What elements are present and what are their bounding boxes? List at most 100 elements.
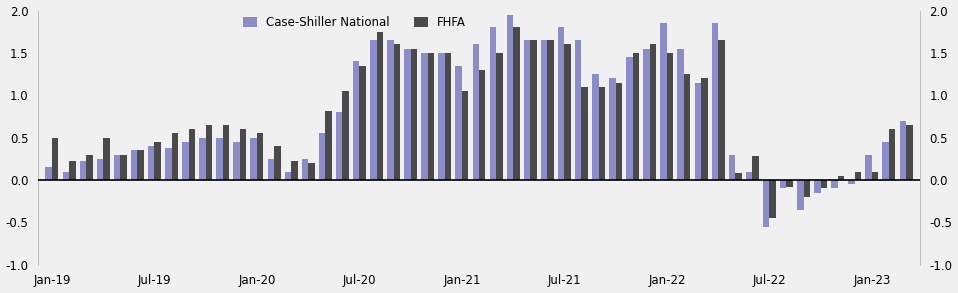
Bar <box>496 53 503 180</box>
Bar <box>865 155 872 180</box>
Bar <box>849 180 855 184</box>
Bar <box>797 180 804 210</box>
Bar <box>906 125 913 180</box>
Bar <box>507 15 513 180</box>
Bar <box>326 110 331 180</box>
Bar <box>182 142 189 180</box>
Bar <box>250 138 257 180</box>
Bar <box>609 78 616 180</box>
Bar <box>428 53 434 180</box>
Bar <box>472 45 479 180</box>
Bar <box>530 40 536 180</box>
Legend: Case-Shiller National, FHFA: Case-Shiller National, FHFA <box>239 11 471 34</box>
Bar <box>359 66 366 180</box>
Bar <box>752 156 759 180</box>
Bar <box>524 40 530 180</box>
Bar <box>302 159 308 180</box>
Bar <box>206 125 212 180</box>
Bar <box>718 40 724 180</box>
Bar <box>404 49 411 180</box>
Bar <box>712 23 718 180</box>
Bar <box>80 161 86 180</box>
Bar <box>387 40 394 180</box>
Bar <box>855 171 861 180</box>
Bar <box>769 180 776 218</box>
Bar <box>121 155 126 180</box>
Bar <box>780 180 787 188</box>
Bar <box>308 163 314 180</box>
Bar <box>735 173 741 180</box>
Bar <box>564 45 571 180</box>
Bar <box>650 45 656 180</box>
Bar <box>291 161 298 180</box>
Bar <box>616 83 622 180</box>
Bar <box>148 146 154 180</box>
Bar <box>45 167 52 180</box>
Bar <box>422 53 428 180</box>
Bar <box>627 57 632 180</box>
Bar <box>171 133 178 180</box>
Bar <box>114 155 121 180</box>
Bar <box>62 171 69 180</box>
Bar <box>872 171 878 180</box>
Bar <box>342 91 349 180</box>
Bar <box>701 78 708 180</box>
Bar <box>52 138 58 180</box>
Bar <box>599 87 605 180</box>
Bar <box>154 142 161 180</box>
Bar <box>411 49 417 180</box>
Bar <box>644 49 650 180</box>
Bar <box>189 129 195 180</box>
Bar <box>814 180 821 193</box>
Bar <box>376 32 383 180</box>
Bar <box>103 138 109 180</box>
Bar <box>455 66 462 180</box>
Bar <box>592 74 599 180</box>
Bar <box>394 45 400 180</box>
Bar <box>86 155 93 180</box>
Bar <box>240 129 246 180</box>
Bar <box>660 23 667 180</box>
Bar <box>131 150 137 180</box>
Bar <box>632 53 639 180</box>
Bar <box>763 180 769 226</box>
Bar <box>729 155 735 180</box>
Bar <box>490 28 496 180</box>
Bar <box>274 146 281 180</box>
Bar <box>69 161 76 180</box>
Bar <box>667 53 673 180</box>
Bar <box>217 138 223 180</box>
Bar <box>837 176 844 180</box>
Bar <box>900 121 906 180</box>
Bar <box>439 53 445 180</box>
Bar <box>513 28 519 180</box>
Bar <box>479 70 486 180</box>
Bar <box>445 53 451 180</box>
Bar <box>575 40 582 180</box>
Bar <box>804 180 810 197</box>
Bar <box>165 148 171 180</box>
Bar <box>234 142 240 180</box>
Bar <box>582 87 588 180</box>
Bar <box>199 138 206 180</box>
Bar <box>541 40 547 180</box>
Bar <box>889 129 896 180</box>
Bar <box>97 159 103 180</box>
Bar <box>370 40 376 180</box>
Bar <box>285 171 291 180</box>
Bar <box>547 40 554 180</box>
Bar <box>821 180 827 188</box>
Bar <box>137 150 144 180</box>
Bar <box>787 180 793 187</box>
Bar <box>832 180 837 188</box>
Bar <box>267 159 274 180</box>
Bar <box>336 112 342 180</box>
Bar <box>462 91 468 180</box>
Bar <box>319 133 326 180</box>
Bar <box>223 125 229 180</box>
Bar <box>677 49 684 180</box>
Bar <box>882 142 889 180</box>
Bar <box>257 133 263 180</box>
Bar <box>558 28 564 180</box>
Bar <box>695 83 701 180</box>
